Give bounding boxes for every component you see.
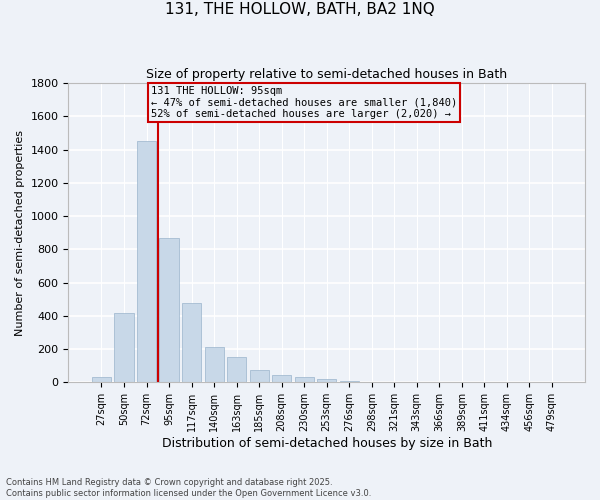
Bar: [295, 378, 314, 382]
Text: 131, THE HOLLOW, BATH, BA2 1NQ: 131, THE HOLLOW, BATH, BA2 1NQ: [165, 2, 435, 18]
Bar: [340, 380, 359, 382]
Bar: [115, 312, 134, 382]
Bar: [250, 370, 269, 382]
Bar: [272, 375, 291, 382]
Title: Size of property relative to semi-detached houses in Bath: Size of property relative to semi-detach…: [146, 68, 507, 80]
Bar: [137, 142, 156, 382]
Bar: [227, 356, 246, 382]
Bar: [160, 238, 179, 382]
Bar: [92, 378, 111, 382]
Bar: [205, 348, 224, 382]
Text: Contains HM Land Registry data © Crown copyright and database right 2025.
Contai: Contains HM Land Registry data © Crown c…: [6, 478, 371, 498]
Bar: [182, 302, 201, 382]
Y-axis label: Number of semi-detached properties: Number of semi-detached properties: [15, 130, 25, 336]
Text: 131 THE HOLLOW: 95sqm
← 47% of semi-detached houses are smaller (1,840)
52% of s: 131 THE HOLLOW: 95sqm ← 47% of semi-deta…: [151, 86, 457, 119]
Bar: [317, 379, 336, 382]
X-axis label: Distribution of semi-detached houses by size in Bath: Distribution of semi-detached houses by …: [161, 437, 492, 450]
